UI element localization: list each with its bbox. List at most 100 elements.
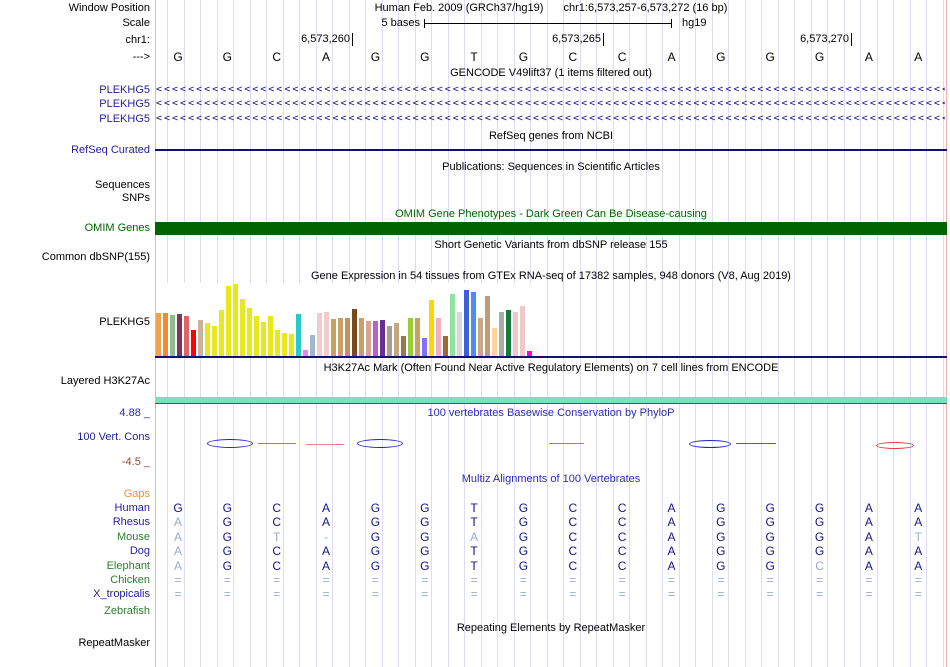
coordinate-label: 6,573,270 <box>800 33 849 45</box>
alignment-base-mouse: T <box>273 530 281 544</box>
grid-line <box>629 0 630 667</box>
dbsnp-track-title: Short Genetic Variants from dbSNP releas… <box>434 239 668 251</box>
refseq-gene-line[interactable] <box>155 149 947 151</box>
phylop-wiggle-lens <box>207 439 253 448</box>
chromosome-label: chr1: <box>125 34 150 46</box>
assembly-name: Human Feb. 2009 (GRCh37/hg19) <box>374 2 544 14</box>
gtex-bar <box>324 312 329 356</box>
refseq-curated-label[interactable]: RefSeq Curated <box>71 144 150 156</box>
alignment-base-elephant: A <box>914 559 923 573</box>
alignment-base-rhesus: G <box>370 515 381 529</box>
alignment-base-dog: G <box>222 544 233 558</box>
omim-gene-bar[interactable] <box>155 222 947 235</box>
alignment-base-mouse: G <box>518 530 529 544</box>
gene-label-plekhg5-3[interactable]: PLEKHG5 <box>99 113 150 125</box>
species-label-chicken[interactable]: Chicken <box>110 574 150 586</box>
gtex-bar <box>163 313 168 356</box>
alignment-base-mouse: - <box>324 530 329 544</box>
coordinate-label: 6,573,260 <box>301 33 350 45</box>
alignment-base-x_tropicalis: = <box>865 587 873 601</box>
gtex-bar <box>338 318 343 356</box>
base-letter: G <box>716 50 726 64</box>
gene-row-plekhg5-3[interactable]: <<<<<<<<<<<<<<<<<<<<<<<<<<<<<<<<<<<<<<<<… <box>156 113 945 124</box>
grid-line <box>827 0 828 667</box>
alignment-base-dog: G <box>765 544 775 558</box>
phylop-wiggle-line <box>549 443 584 444</box>
common-dbsnp-label[interactable]: Common dbSNP(155) <box>41 251 150 263</box>
alignment-base-elephant: T <box>470 559 478 573</box>
window-coordinates: chr1:6,573,257-6,573,272 (16 bp) <box>563 2 728 14</box>
gtex-bar <box>177 314 182 356</box>
alignment-base-human: G <box>518 501 529 515</box>
alignment-base-chicken: = <box>717 573 725 587</box>
alignment-base-x_tropicalis: = <box>766 587 774 601</box>
snps-label[interactable]: SNPs <box>121 192 150 204</box>
alignment-base-dog: G <box>518 544 529 558</box>
alignment-base-rhesus: A <box>864 515 873 529</box>
gene-row-plekhg5-1[interactable]: <<<<<<<<<<<<<<<<<<<<<<<<<<<<<<<<<<<<<<<<… <box>156 84 945 95</box>
alignment-base-human: C <box>568 501 578 515</box>
gtex-bar <box>394 323 399 356</box>
alignment-base-rhesus: G <box>814 515 825 529</box>
alignment-base-rhesus: G <box>518 515 529 529</box>
species-label-mouse[interactable]: Mouse <box>116 531 150 543</box>
alignment-base-chicken: = <box>470 573 478 587</box>
sequences-label[interactable]: Sequences <box>94 179 150 191</box>
alignment-base-elephant: A <box>667 559 676 573</box>
alignment-base-dog: G <box>420 544 430 558</box>
grid-line <box>909 0 911 667</box>
gtex-bar <box>268 316 273 356</box>
gtex-bar <box>520 306 525 356</box>
alignment-base-chicken: = <box>174 573 182 587</box>
species-label-human[interactable]: Human <box>114 502 150 514</box>
phylop-wiggle-line <box>258 443 296 444</box>
alignment-base-human: G <box>173 501 183 515</box>
alignment-base-mouse: A <box>864 530 873 544</box>
alignment-base-x_tropicalis: = <box>223 587 231 601</box>
species-label-elephant[interactable]: Elephant <box>106 560 150 572</box>
gtex-bar <box>170 315 175 356</box>
alignment-base-x_tropicalis: = <box>273 587 281 601</box>
alignment-base-x_tropicalis: = <box>371 587 379 601</box>
gtex-bar <box>212 326 217 356</box>
species-label-x_tropicalis[interactable]: X_tropicalis <box>93 588 150 600</box>
gene-label-plekhg5-2[interactable]: PLEKHG5 <box>99 98 150 110</box>
gtex-gene-label[interactable]: PLEKHG5 <box>99 316 150 328</box>
grid-line <box>777 0 779 667</box>
layered-h3k27ac-label[interactable]: Layered H3K27Ac <box>60 375 150 387</box>
alignment-base-human: C <box>272 501 282 515</box>
alignment-base-x_tropicalis: = <box>914 587 922 601</box>
alignment-base-dog: A <box>667 544 676 558</box>
scale-bar-right-tick <box>671 19 672 28</box>
grid-line <box>546 0 548 667</box>
alignment-base-elephant: G <box>716 559 726 573</box>
phylop-wiggle-line <box>306 444 344 445</box>
gene-row-plekhg5-2[interactable]: <<<<<<<<<<<<<<<<<<<<<<<<<<<<<<<<<<<<<<<<… <box>156 98 945 109</box>
gtex-bar <box>478 318 483 356</box>
alignment-base-human: A <box>914 501 923 515</box>
alignment-base-x_tropicalis: = <box>174 587 182 601</box>
alignment-base-x_tropicalis: = <box>470 587 478 601</box>
alignment-base-dog: G <box>814 544 825 558</box>
gtex-bar <box>527 351 532 356</box>
omim-genes-label[interactable]: OMIM Genes <box>84 222 150 234</box>
alignment-base-chicken: = <box>865 573 873 587</box>
alignment-base-dog: A <box>864 544 873 558</box>
gene-label-plekhg5-1[interactable]: PLEKHG5 <box>99 84 150 96</box>
phylop-wiggle-lens <box>876 442 914 449</box>
alignment-base-dog: A <box>914 544 923 558</box>
species-label-rhesus[interactable]: Rhesus <box>112 516 150 528</box>
gtex-bar <box>429 300 434 356</box>
species-label-zebrafish[interactable]: Zebrafish <box>104 605 150 617</box>
species-label-gaps[interactable]: Gaps <box>123 488 150 500</box>
grid-line <box>596 0 597 667</box>
alignment-base-human: G <box>222 501 233 515</box>
alignment-base-dog: C <box>272 544 282 558</box>
alignment-base-dog: C <box>568 544 578 558</box>
alignment-base-chicken: = <box>322 573 330 587</box>
species-label-dog[interactable]: Dog <box>129 545 150 557</box>
repeatmasker-label[interactable]: RepeatMasker <box>78 637 150 649</box>
vert-cons-label[interactable]: 100 Vert. Cons <box>77 431 150 443</box>
gtex-bar <box>485 296 490 356</box>
alignment-base-mouse: G <box>370 530 381 544</box>
